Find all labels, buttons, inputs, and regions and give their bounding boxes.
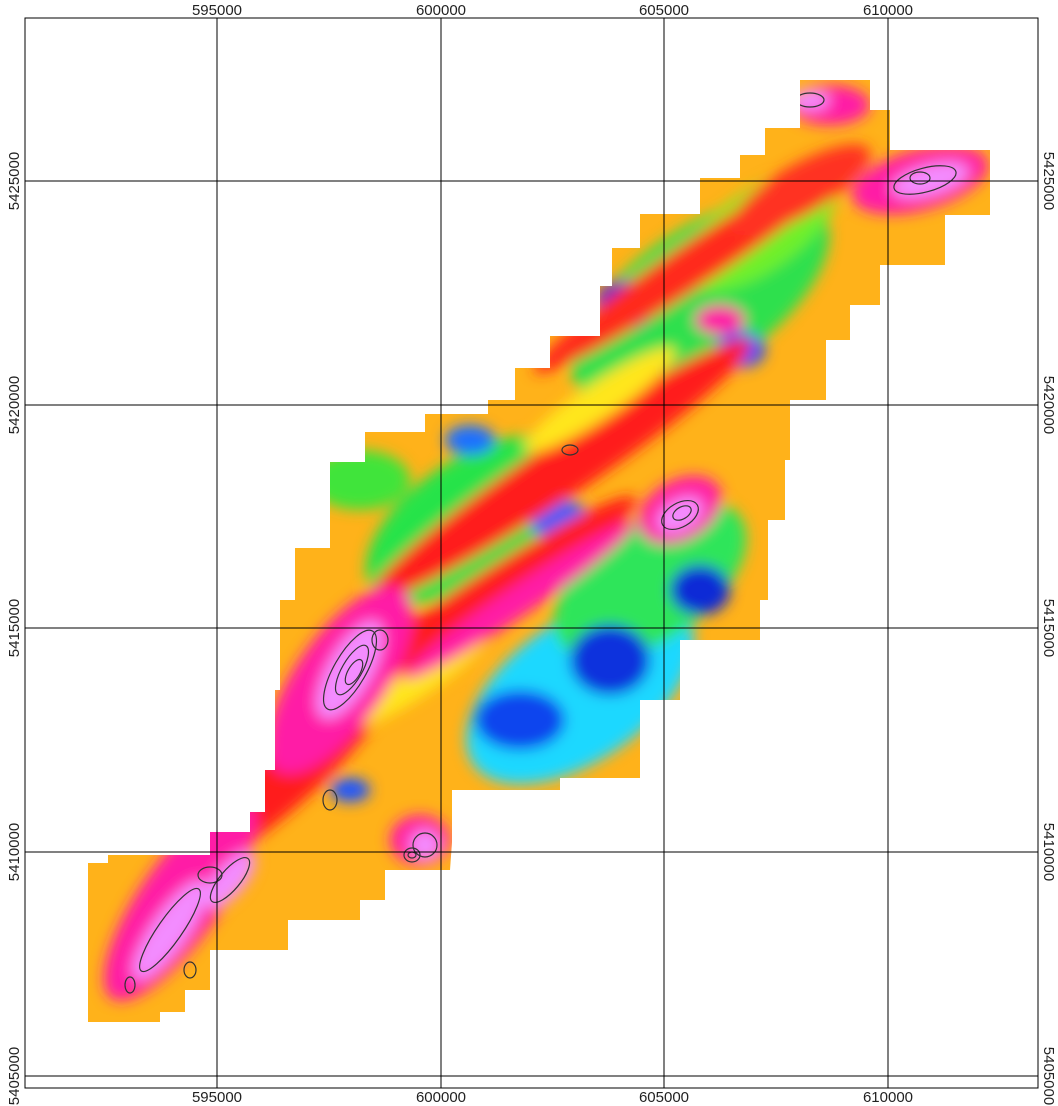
coordinate-grid (25, 18, 1038, 1088)
map-frame-border (24, 17, 1039, 1089)
top-easting-labels: 595000 600000 605000 610000 (192, 2, 913, 19)
top-easting-label: 595000 (192, 2, 242, 19)
right-northing-labels: 5405000 5410000 5415000 5420000 5425000 (1040, 152, 1057, 1105)
bottom-easting-label: 595000 (192, 1089, 242, 1106)
left-northing-label: 5420000 (6, 376, 23, 434)
left-northing-label: 5405000 (6, 1047, 23, 1105)
left-northing-label: 5415000 (6, 599, 23, 657)
bottom-easting-labels: 595000 600000 605000 610000 (192, 1089, 913, 1106)
bottom-easting-label: 605000 (639, 1089, 689, 1106)
right-northing-label: 5405000 (1040, 1047, 1057, 1105)
top-easting-label: 600000 (416, 2, 466, 19)
left-northing-labels: 5405000 5410000 5415000 5420000 5425000 (6, 152, 23, 1105)
right-northing-label: 5425000 (1040, 152, 1057, 210)
right-northing-label: 5420000 (1040, 376, 1057, 434)
left-northing-label: 5410000 (6, 823, 23, 881)
top-easting-label: 610000 (863, 2, 913, 19)
bottom-easting-label: 600000 (416, 1089, 466, 1106)
left-northing-label: 5425000 (6, 152, 23, 210)
right-northing-label: 5415000 (1040, 599, 1057, 657)
right-northing-label: 5410000 (1040, 823, 1057, 881)
bottom-easting-label: 610000 (863, 1089, 913, 1106)
top-easting-label: 605000 (639, 2, 689, 19)
